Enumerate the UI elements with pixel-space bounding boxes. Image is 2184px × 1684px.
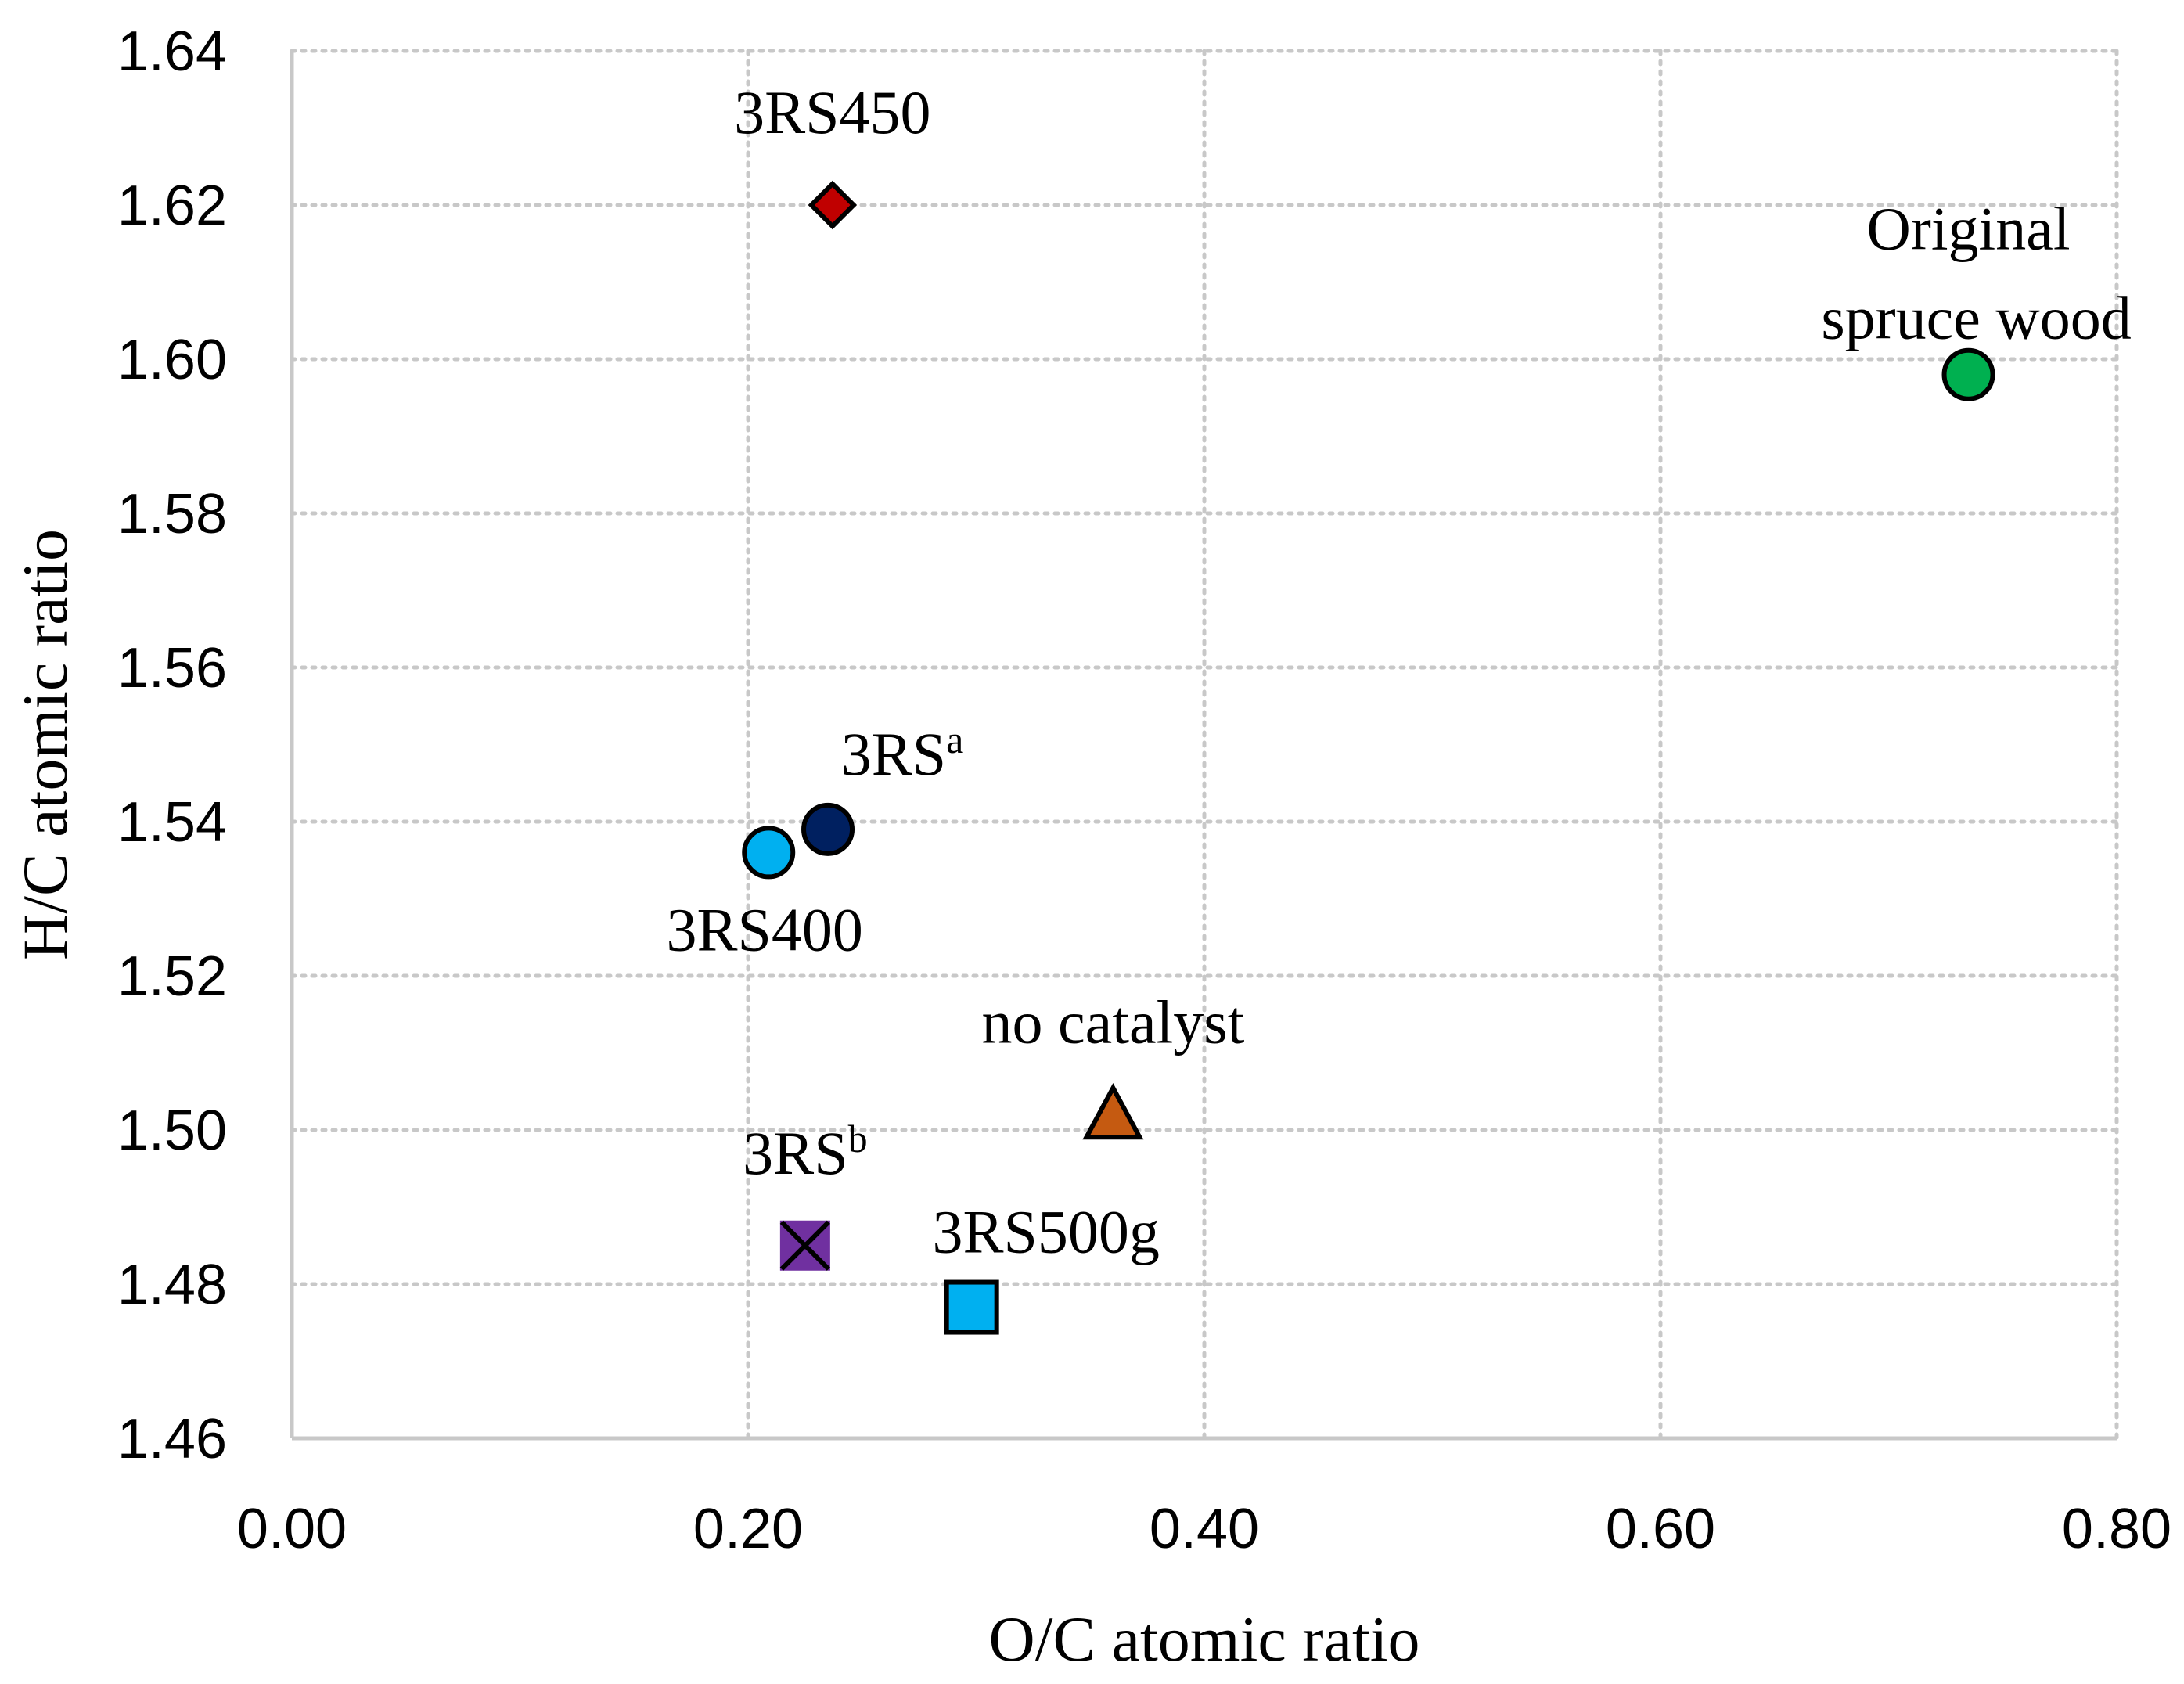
label-3rsb: 3RSb [743,1117,867,1187]
y-tick-label: 1.58 [117,483,227,545]
y-tick-label: 1.48 [117,1254,227,1316]
marker-cross [779,1220,830,1271]
x-axis-title: O/C atomic ratio [988,1603,1419,1675]
label-text: 3RS450 [734,78,930,146]
label-no-catalyst: no catalyst [982,988,1245,1056]
label-3rsa: 3RSa [841,718,964,788]
label-original-line2: spruce wood [1821,284,2131,352]
point-3rsa [801,802,855,856]
point-original [1941,347,1995,401]
x-tick-label: 0.40 [1150,1498,1259,1560]
label-3rs500g: 3RS500g [932,1198,1159,1266]
y-tick-label: 1.64 [117,20,227,83]
label-original-line1: Original [1867,195,2071,263]
label-text: 3RS [743,1119,847,1187]
label-3rs450: 3RS450 [734,78,930,146]
y-tick-label: 1.46 [117,1408,227,1470]
data-points [742,180,1995,1335]
y-tick-label: 1.52 [117,945,227,1008]
label-text: 3RS400 [667,895,863,963]
point-no-catalyst [1082,1082,1144,1140]
point-3rs500g [944,1279,999,1335]
point-3rs400 [742,826,796,880]
point-3rsb [779,1220,830,1271]
x-tick-label: 0.80 [2062,1498,2171,1560]
tick-labels: 1.46 1.48 1.50 1.52 1.54 1.56 1.58 1.60 1.62 1.64… [117,20,2171,1560]
y-tick-label: 1.50 [117,1099,227,1162]
y-tick-label: 1.62 [117,175,227,237]
label-text: 3RS500g [932,1198,1159,1266]
label-3rs400: 3RS400 [667,895,863,963]
y-tick-label: 1.54 [117,791,227,854]
axis-layer [290,51,2117,1441]
label-text: no catalyst [982,988,1245,1056]
point-3rs450 [808,180,858,230]
y-axis-title: H/C atomic ratio [9,529,81,960]
label-text: 3RS [841,720,946,788]
y-tick-label: 1.56 [117,637,227,700]
label-superscript: b [848,1117,868,1160]
x-tick-label: 0.00 [237,1498,347,1560]
grid-layer [290,49,2119,1441]
label-superscript: a [946,718,963,761]
y-tick-label: 1.60 [117,329,227,391]
x-tick-label: 0.60 [1606,1498,1715,1560]
x-tick-label: 0.20 [693,1498,803,1560]
